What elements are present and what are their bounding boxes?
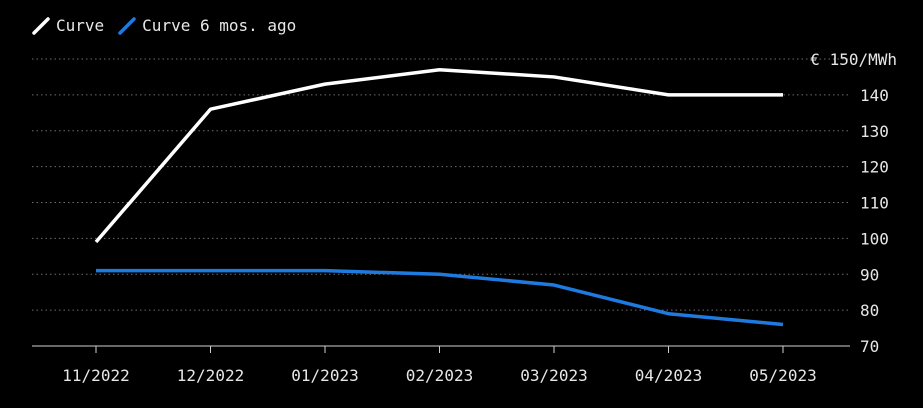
- y-tick-label: 110: [860, 194, 889, 213]
- legend-label-curve-6-mos-ago: Curve 6 mos. ago: [142, 16, 297, 35]
- series-line-curve: [94, 68, 783, 244]
- x-tick-label: 02/2023: [406, 366, 473, 385]
- y-axis-ticks: 70 80 90 100 110 120 130 140 € 150/MWh: [810, 50, 897, 356]
- x-tick-label: 12/2022: [177, 366, 244, 385]
- y-tick-label: 130: [860, 122, 889, 141]
- y-tick-label: 120: [860, 158, 889, 177]
- gridlines: [32, 58, 850, 311]
- y-tick-label: 100: [860, 229, 889, 248]
- x-axis-ticks: 11/2022 12/2022 01/2023 02/2023 03/2023 04/20…: [62, 366, 816, 385]
- legend-label-curve: Curve: [56, 16, 105, 35]
- x-tick-label: 05/2023: [749, 366, 816, 385]
- legend-swatch-curve-6-mos-ago-icon: [118, 16, 136, 35]
- legend-item-curve: Curve: [32, 16, 104, 35]
- x-tick-label: 03/2023: [520, 366, 587, 385]
- series-lines: [94, 68, 784, 327]
- series-line-curve-6-mos-ago: [96, 268, 784, 327]
- legend-swatch-curve-icon: [32, 16, 50, 35]
- x-tick-label: 01/2023: [291, 366, 358, 385]
- y-tick-label: 80: [860, 301, 879, 320]
- legend: Curve Curve 6 mos. ago: [32, 16, 310, 35]
- x-axis: [32, 345, 850, 353]
- x-tick-label: 04/2023: [635, 366, 702, 385]
- x-tick-label: 11/2022: [62, 366, 129, 385]
- y-tick-label: 140: [860, 86, 889, 105]
- y-tick-label: 90: [860, 265, 879, 284]
- legend-item-curve-6-mos-ago: Curve 6 mos. ago: [118, 16, 296, 35]
- y-unit-label: € 150/MWh: [810, 50, 897, 69]
- y-tick-label: 70: [860, 337, 879, 356]
